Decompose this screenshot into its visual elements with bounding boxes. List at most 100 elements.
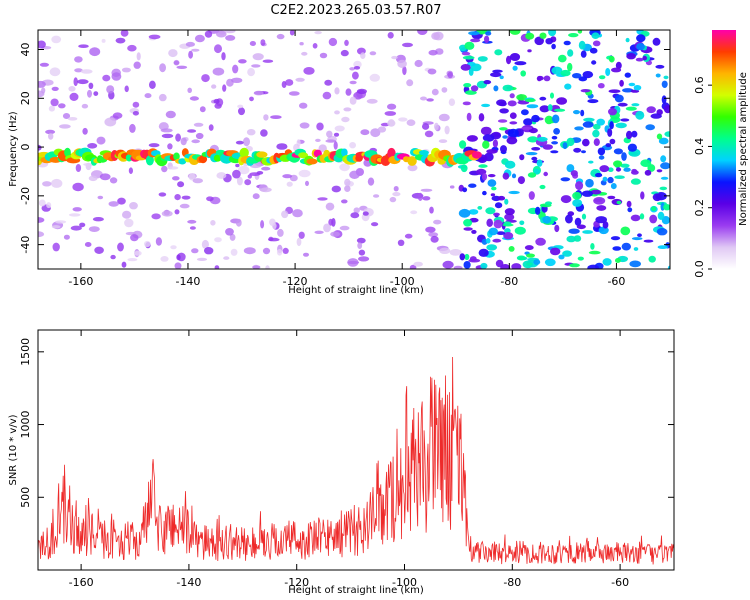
spectrogram-cell [588,160,594,164]
spectrogram-cell [573,147,582,153]
spectrogram-cell [539,96,547,101]
spectrogram-cell [463,227,473,231]
spectrogram-cell [626,53,636,60]
spectrogram-cell [550,247,561,256]
spectrogram-cell [362,211,369,216]
spectrogram-cell [424,130,434,138]
spectrogram-cell [624,72,631,78]
spectrogram-cell [204,30,213,38]
spectrogram-cell [493,85,499,92]
spectrogram-cell [649,214,658,224]
spectrogram-cell [272,222,277,230]
spectrogram-cell [465,90,477,95]
spectrogram-cell [572,73,582,79]
spectrogram-cell [402,66,407,76]
spectrogram-cell [578,40,586,50]
spectrogram-cell [596,118,605,126]
spectrogram-cell [602,258,612,266]
spectrogram-cell [353,60,362,68]
spectrogram-x-ticks: -160 -140 -120 -100 -80 -60 [68,30,625,288]
spectrogram-cell [247,174,252,179]
spectrogram-cell [84,242,92,247]
spectrogram-cell [661,216,670,225]
spectrogram-cell [609,121,614,130]
spectrogram-cell [260,129,268,137]
spectrogram-cell [660,155,667,163]
spectrogram-cell [101,38,106,43]
spectrogram-cell [511,263,522,269]
colorbar-ramp [712,30,736,269]
spectrogram-cell [527,136,539,143]
spectrogram-cell [499,75,504,80]
spectrogram-cell [176,254,181,261]
spectrogram-cell [251,64,261,68]
spectrogram-cell [553,128,560,135]
spectrogram-cell [558,254,565,260]
spectrogram-cell [433,219,442,225]
spectrogram-cell [185,41,195,47]
spectrogram-cell [366,98,378,104]
spectrogram-cell [590,189,602,195]
spectrogram-cell [325,139,337,143]
colorbar-tick-label: 0.4 [693,138,706,156]
spectrogram-cell [533,259,541,265]
spectrogram-cell [551,66,563,75]
spectrogram-cell [340,49,349,57]
spectrogram-cell [404,233,413,239]
spectrogram-cell [596,205,607,211]
spectrogram-cell [249,172,261,177]
spectrogram-cell [286,181,293,187]
spectrogram-cell [663,204,670,211]
spectrogram-cell [345,88,352,96]
spectrogram-cell [299,42,304,46]
spectrogram-y-axis-label: Frequency (Hz) [8,111,19,187]
spectrogram-cell [174,209,180,215]
spectrogram-cell [433,31,444,41]
spectrogram-cell [595,172,603,178]
spectrogram-cell [50,98,59,107]
spectrogram-cell [353,66,361,70]
spectrogram-x-axis-label: Height of straight line (km) [288,285,424,296]
spectrogram-cell [328,37,338,47]
spectrogram-cell [318,144,327,152]
spectrogram-cell [550,92,554,99]
spectrogram-cell [192,178,203,184]
spectrogram-cell [49,67,61,77]
spectrogram-cell [339,163,350,172]
spectrogram-cell [656,228,668,236]
spectrogram-band-cell [64,147,71,157]
spectrogram-band-cell [418,150,429,156]
spectrogram-cell [132,111,139,116]
spectrogram-cell [512,65,518,71]
spectrogram-cell [289,30,295,36]
spectrogram-band-cell [341,148,348,157]
spectrogram-cell [268,236,274,242]
spectrogram-cell [566,137,575,147]
spectrogram-cell [136,52,141,61]
spectrogram-cell [597,83,605,89]
spectrogram-cell [41,87,46,94]
spectrogram-cell [487,179,497,187]
spectrogram-cell [599,75,606,80]
spectrogram-cell [158,122,169,131]
spectrogram-cell [633,247,639,251]
spectrogram-cell [582,121,594,128]
spectrogram-cell [610,236,621,241]
spectrogram-cell [544,115,554,125]
spectrogram-cell [431,88,439,96]
spectrogram-cell [648,255,656,263]
spectrogram-cell [211,84,217,89]
spectrogram-cell [595,216,607,224]
spectrogram-cell [562,142,568,150]
spectrogram-cell [504,198,509,205]
spectrogram-cell [520,70,526,77]
y-tick-label: 0 [19,144,32,151]
spectrogram-cell [238,107,245,116]
spectrogram-cell [494,202,503,209]
spectrogram-cell [560,195,572,204]
spectrogram-cell [504,208,515,216]
spectrogram-cell [177,181,185,188]
spectrogram-cell [590,243,595,250]
x-tick-label: -120 [284,576,309,589]
spectrogram-cell [525,152,538,156]
